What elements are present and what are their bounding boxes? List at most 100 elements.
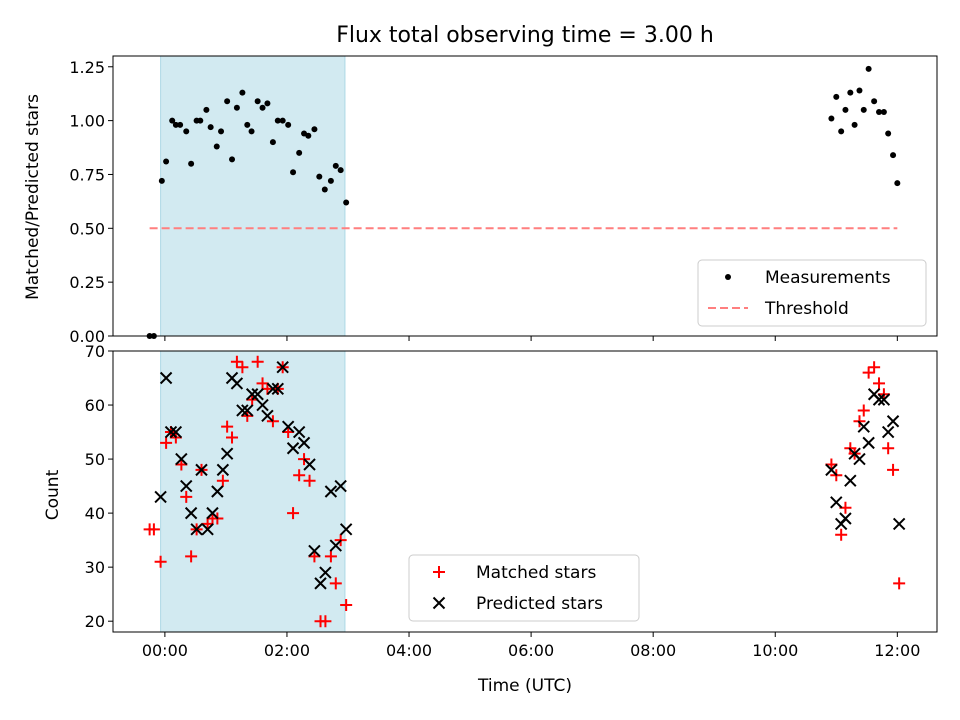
- matched-star-point: [236, 361, 249, 374]
- measurement-point: [224, 98, 231, 105]
- predicted-star-point: [201, 523, 214, 536]
- measurement-point: [851, 121, 858, 128]
- predicted-star-point: [844, 474, 857, 487]
- matched-star-point: [303, 474, 316, 487]
- measurement-point: [203, 106, 210, 113]
- predicted-star-point: [862, 436, 875, 450]
- measurement-point: [188, 160, 195, 167]
- predicted-star-point: [175, 452, 188, 466]
- matched-star-point: [221, 420, 234, 433]
- top-observing-span: [160, 55, 346, 337]
- matched-star-point: [180, 490, 193, 503]
- measurement-point: [894, 180, 901, 187]
- matched-star-point: [862, 366, 875, 379]
- matched-star-point: [251, 355, 264, 368]
- matched-star-point: [287, 507, 300, 520]
- matched-star-point: [147, 523, 160, 536]
- measurement-point: [259, 104, 266, 111]
- measurement-point: [856, 87, 863, 94]
- measurement-point: [233, 104, 240, 111]
- predicted-star-point: [271, 382, 285, 396]
- predicted-star-point: [825, 463, 838, 477]
- measurement-point: [274, 117, 281, 124]
- matched-star-point: [226, 431, 239, 444]
- predicted-star-point: [319, 566, 332, 579]
- top-ytick-label: 0.75: [69, 165, 105, 184]
- predicted-star-point: [216, 463, 230, 477]
- measurement-point: [865, 65, 872, 72]
- bottom-ytick-label: 50: [85, 450, 105, 469]
- bottom-xtick-label: 06:00: [508, 641, 554, 660]
- top-legend-box: [697, 259, 927, 327]
- predicted-star-point: [839, 512, 852, 525]
- matched-star-point: [216, 474, 229, 487]
- predicted-star-point: [206, 506, 219, 520]
- measurement-point: [158, 177, 165, 184]
- measurement-point: [296, 149, 303, 156]
- bottom-ytick-label: 40: [85, 504, 105, 523]
- predicted-star-point: [266, 382, 280, 396]
- top-ytick-label: 1.00: [69, 112, 105, 131]
- predicted-star-point: [190, 523, 203, 536]
- measurement-point: [239, 89, 246, 96]
- measurement-point: [880, 109, 887, 115]
- chart-title: Flux total observing time = 3.00 h: [336, 23, 714, 48]
- measurement-point: [285, 121, 292, 128]
- legend-matched-marker: [433, 566, 445, 578]
- measurement-point: [248, 128, 255, 135]
- matched-star-point: [154, 555, 167, 568]
- predicted-star-point: [220, 447, 234, 460]
- bottom-ytick-label: 60: [85, 396, 105, 415]
- measurement-point: [885, 130, 892, 137]
- bottom-ylabel: Count: [43, 469, 63, 520]
- measurement-point: [842, 106, 849, 113]
- measurement-point: [290, 169, 297, 176]
- matched-star-point: [857, 404, 870, 417]
- matched-star-point: [230, 355, 243, 368]
- predicted-star-point: [339, 523, 353, 536]
- predicted-star-point: [251, 388, 264, 401]
- measurement-point: [254, 98, 261, 105]
- legend-measurements-marker: [725, 274, 731, 280]
- predicted-star-point: [892, 517, 906, 531]
- bottom-xtick-label: 10:00: [752, 641, 798, 660]
- predicted-star-point: [857, 420, 870, 433]
- top-ytick-label: 0.00: [69, 327, 105, 346]
- bottom-axes-frame: [112, 350, 938, 633]
- measurement-point: [163, 158, 170, 165]
- measurement-point: [244, 121, 251, 128]
- ratio-panel: 0.00 0.25 0.50 0.75 1.00 1.25 Measurements Thre…: [69, 55, 938, 346]
- measurement-point: [177, 121, 184, 128]
- predicted-star-point: [329, 539, 342, 552]
- top-ylabel: Matched/Predicted stars: [23, 94, 43, 300]
- matched-star-point: [887, 463, 900, 476]
- top-ytick-label: 0.25: [69, 273, 105, 292]
- legend-label: Predicted stars: [476, 594, 603, 614]
- predicted-star-point: [877, 393, 891, 406]
- predicted-star-point: [184, 506, 198, 520]
- predicted-star-point: [297, 436, 311, 450]
- matched-star-point: [835, 528, 848, 541]
- measurement-point: [828, 115, 835, 122]
- measurement-point: [833, 93, 840, 100]
- measurement-point: [311, 126, 318, 133]
- predicted-star-point: [281, 420, 295, 433]
- predicted-star-point: [241, 404, 254, 417]
- matched-star-point: [868, 361, 881, 374]
- measurement-point: [337, 167, 344, 174]
- bottom-xtick-label: 12:00: [874, 641, 920, 660]
- measurement-point: [871, 98, 878, 105]
- measurement-point: [207, 124, 214, 131]
- bottom-xtick-label: 00:00: [142, 641, 188, 660]
- predicted-star-point: [164, 425, 178, 439]
- predicted-star-point: [324, 485, 338, 498]
- legend-label: Measurements: [765, 268, 891, 288]
- predicted-star-point: [314, 577, 327, 590]
- bottom-xtick-label: 08:00: [630, 641, 676, 660]
- bottom-ytick-label: 20: [85, 612, 105, 631]
- measurement-point: [305, 132, 312, 139]
- legend-label: Matched stars: [476, 563, 596, 583]
- predicted-star-point: [872, 393, 886, 406]
- bottom-ytick-label: 30: [85, 558, 105, 577]
